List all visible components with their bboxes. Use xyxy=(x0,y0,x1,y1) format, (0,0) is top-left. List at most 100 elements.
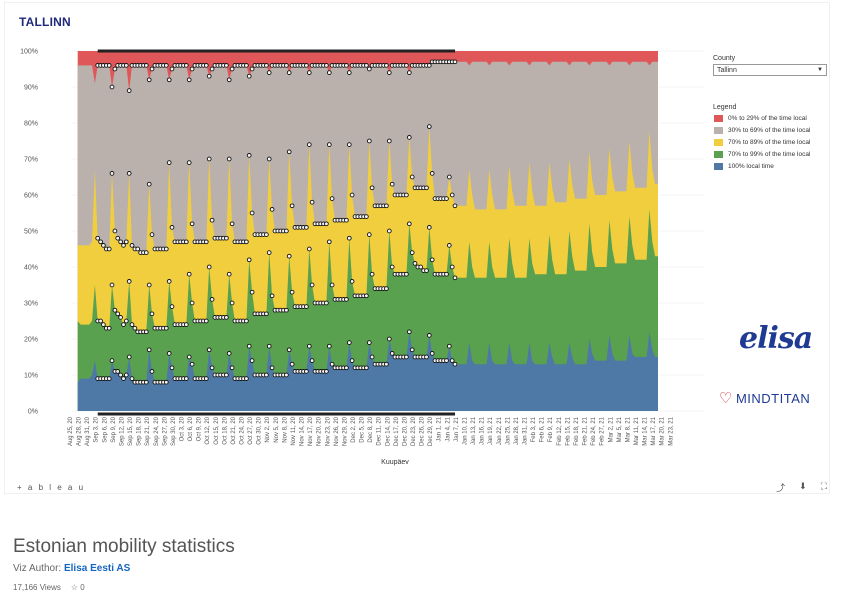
data-point xyxy=(264,63,269,68)
x-tick-label: Feb 27, 21 xyxy=(600,416,606,445)
data-point xyxy=(163,379,169,385)
data-point xyxy=(306,70,312,75)
x-tick-label: Nov 29, 20 xyxy=(342,416,348,446)
download-icon[interactable]: ⬇ xyxy=(799,480,807,491)
x-tick-label: Nov 17, 20 xyxy=(308,416,314,446)
data-point xyxy=(264,311,269,317)
data-point xyxy=(444,196,449,201)
data-point xyxy=(109,282,115,288)
county-select[interactable]: Tallinn ▼ xyxy=(713,64,827,76)
data-point xyxy=(135,246,141,252)
legend-item[interactable]: 30% to 69% of the time local xyxy=(714,126,810,135)
y-tick-label: 20% xyxy=(24,337,38,344)
data-point xyxy=(369,185,375,191)
author-line: Viz Author: Elisa Eesti AS xyxy=(13,563,130,574)
data-point xyxy=(249,358,255,363)
views-count: 17,166 Views xyxy=(13,583,61,592)
data-point xyxy=(326,70,332,75)
data-point xyxy=(132,325,138,331)
data-point xyxy=(209,66,215,72)
data-point xyxy=(406,329,412,335)
star-icon[interactable]: ☆ xyxy=(70,583,79,592)
data-point xyxy=(346,70,352,75)
x-tick-label: Nov 2, 20 xyxy=(265,416,271,442)
data-point xyxy=(326,239,332,245)
x-tick-label: Jan 7, 21 xyxy=(454,416,460,441)
data-point xyxy=(146,77,152,83)
data-point xyxy=(409,347,415,353)
data-point xyxy=(163,246,169,252)
data-point xyxy=(324,63,329,68)
x-tick-label: Mar 14, 21 xyxy=(643,416,649,445)
data-point xyxy=(404,192,409,198)
data-point xyxy=(384,286,389,291)
x-tick-label: Oct 30, 20 xyxy=(257,416,263,444)
fullscreen-icon[interactable]: ⛶ xyxy=(820,480,827,491)
data-point xyxy=(115,311,121,317)
favorites-count: 0 xyxy=(80,583,85,592)
data-point xyxy=(446,243,452,248)
data-point xyxy=(346,142,352,147)
data-point xyxy=(306,142,312,147)
stacked-area-chart[interactable]: 0% 10% 20% 30% 40% 50% 60% 70% 80% 90% 100% Aug 25,… xyxy=(5,3,831,483)
data-point xyxy=(121,243,126,248)
legend-item[interactable]: 0% to 29% of the time local xyxy=(714,114,807,123)
data-point xyxy=(346,340,352,345)
x-tick-label: Dec 20, 20 xyxy=(402,416,408,446)
legend-item[interactable]: 70% to 99% of the time local xyxy=(714,150,810,159)
data-point xyxy=(444,271,449,277)
data-point xyxy=(203,63,209,68)
data-point xyxy=(244,318,249,324)
elisa-logo: elisa xyxy=(739,321,813,356)
data-point xyxy=(183,239,189,245)
tableau-logo[interactable]: + a b l e a u xyxy=(17,482,86,492)
favorite-button[interactable]: ☆ 0 xyxy=(71,583,85,592)
x-tick-label: Jan 31, 21 xyxy=(523,416,529,445)
data-point xyxy=(426,333,432,338)
data-point xyxy=(404,63,409,68)
data-point xyxy=(98,239,103,245)
x-tick-label: Dec 2, 20 xyxy=(351,416,357,442)
mindtitan-wordmark: MINDTITAN xyxy=(735,390,811,406)
legend-item[interactable]: 70% to 89% of the time local xyxy=(714,138,810,147)
data-point xyxy=(186,160,192,165)
x-tick-label: Jan 13, 21 xyxy=(471,416,477,445)
data-point xyxy=(246,257,252,263)
data-point xyxy=(244,63,249,68)
data-point xyxy=(189,66,195,72)
data-point xyxy=(364,365,369,371)
x-tick-label: Jan 16, 21 xyxy=(480,416,486,445)
data-point xyxy=(329,196,335,201)
author-link[interactable]: Elisa Eesti AS xyxy=(63,563,131,574)
data-point xyxy=(112,307,118,313)
data-point xyxy=(269,293,275,299)
data-point xyxy=(126,171,132,176)
data-point xyxy=(203,318,209,324)
chevron-down-icon[interactable]: ▼ xyxy=(817,67,823,73)
data-point xyxy=(106,325,112,331)
data-point xyxy=(163,63,169,68)
viz-toolbar: + a b l e a u ⤴ ⬇ ⛶ xyxy=(9,480,835,494)
data-point xyxy=(163,325,169,331)
data-point xyxy=(404,271,409,277)
legend-swatch xyxy=(714,127,723,134)
data-point xyxy=(189,221,195,227)
x-tick-label: Feb 3, 21 xyxy=(531,416,537,442)
x-tick-label: Sep 6, 20 xyxy=(102,416,108,442)
area-series xyxy=(77,209,658,411)
legend-item[interactable]: 100% local time xyxy=(714,162,774,171)
data-point xyxy=(389,181,395,187)
x-tick-label: Jan 4, 21 xyxy=(445,416,451,441)
x-tick-label: Oct 21, 20 xyxy=(231,416,237,444)
x-tick-label: Oct 27, 20 xyxy=(248,416,254,444)
dashboard-title: TALLINN xyxy=(19,15,71,29)
x-tick-label: Jan 28, 21 xyxy=(514,416,520,445)
x-tick-label: Feb 21, 21 xyxy=(583,416,589,445)
data-point xyxy=(386,138,392,144)
data-point xyxy=(444,358,449,363)
data-point xyxy=(229,300,235,306)
data-point xyxy=(115,235,121,241)
data-point xyxy=(364,214,369,219)
data-point xyxy=(349,279,355,284)
share-icon[interactable]: ⤴ xyxy=(776,482,786,493)
